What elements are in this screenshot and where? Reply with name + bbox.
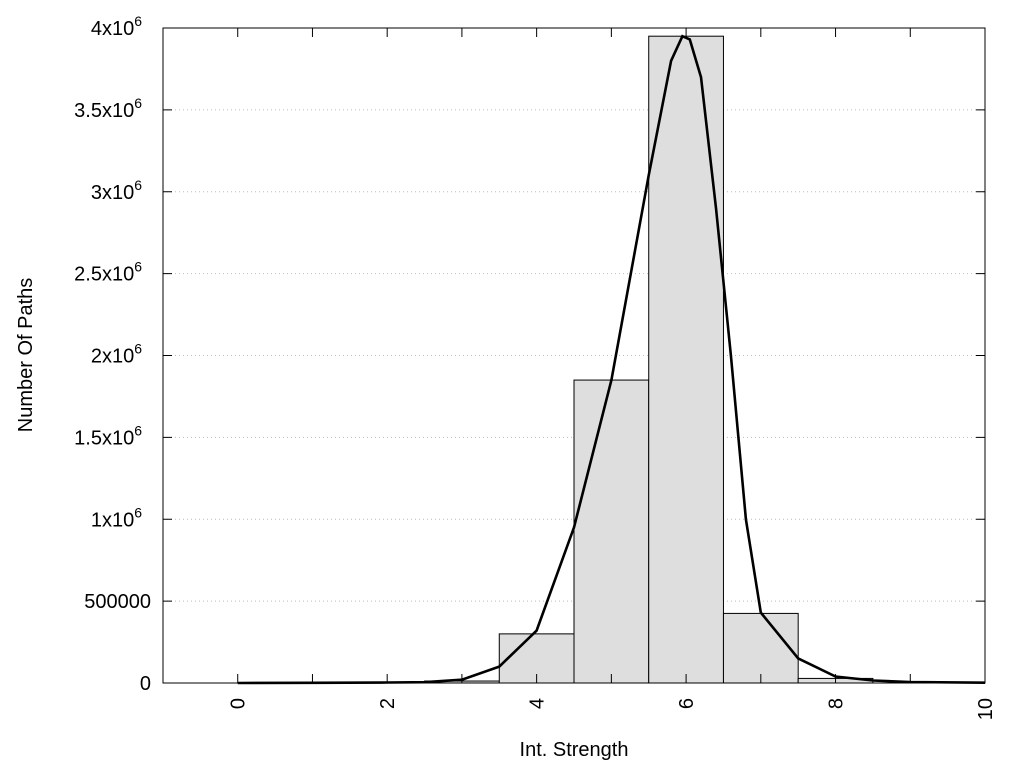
histogram-bar [723,613,798,683]
y-axis-label: Number Of Paths [15,278,37,433]
y-tick-label: 3x106 [91,177,142,204]
x-tick-label: 10 [975,698,997,720]
x-tick-label: 6 [676,698,698,709]
x-tick-label: 2 [377,698,399,709]
y-tick-label: 2.5x106 [74,259,142,286]
y-tick-label: 1.5x106 [74,422,142,449]
axis-ticks: 0 500000 1x106 1.5x106 2x106 2.5x106 3x106 3.5x… [74,13,997,720]
y-tick-label: 1x106 [91,504,142,531]
x-axis-label: Int. Strength [520,739,629,761]
y-tick-label: 500000 [84,591,151,613]
y-tick-label: 4x106 [91,13,142,40]
x-tick-label: 0 [228,698,250,709]
y-tick-label: 2x106 [91,341,142,368]
y-tick-label: 3.5x106 [74,95,142,122]
histogram-bar [574,380,649,683]
x-tick-label: 4 [527,698,549,709]
bars [238,36,873,683]
histogram-bar [649,36,724,683]
y-tick-label: 0 [140,673,151,695]
x-tick-label: 8 [826,698,848,709]
